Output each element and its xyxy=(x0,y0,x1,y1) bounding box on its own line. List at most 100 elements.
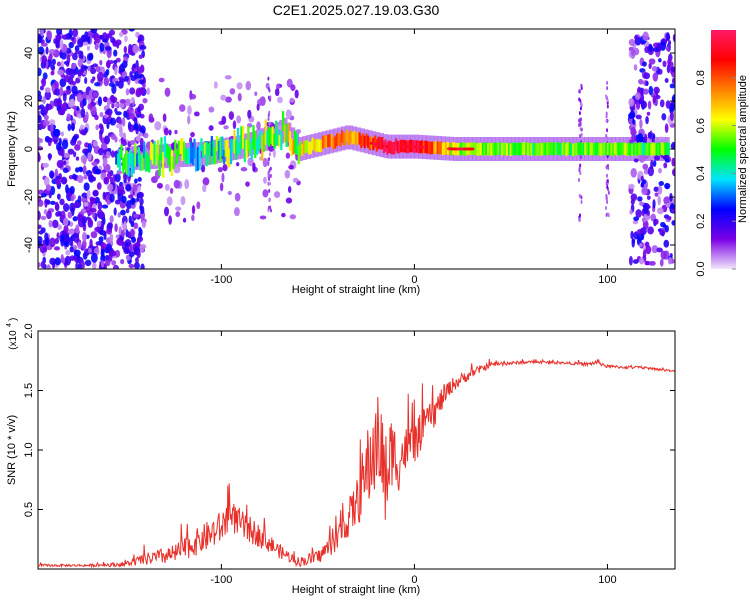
heatmap-ridge-cell xyxy=(238,142,241,156)
heatmap-ridge-cell xyxy=(297,145,300,165)
snr-y-multiplier-close: ) xyxy=(8,318,19,321)
heatmap-speckle xyxy=(51,83,56,93)
spectrogram-x-label: Height of straight line (km) xyxy=(292,284,420,296)
heatmap-speckle xyxy=(115,80,119,87)
heatmap-speckle xyxy=(61,34,69,40)
heatmap-speckle xyxy=(191,204,196,215)
heatmap-speckle xyxy=(87,65,91,72)
heatmap-speckle xyxy=(130,97,135,103)
heatmap-speckle xyxy=(109,176,114,184)
heatmap-speckle xyxy=(119,98,127,104)
heatmap-ridge-cell xyxy=(292,139,295,155)
heatmap-speckle xyxy=(78,167,84,173)
heatmap-ridge-cell xyxy=(196,147,200,171)
heatmap-speckle xyxy=(69,80,77,86)
heatmap-speckle xyxy=(168,215,172,225)
heatmap-ridge-cell xyxy=(632,142,636,155)
heatmap-ridge-cell xyxy=(252,125,255,150)
heatmap-ridge-cell xyxy=(240,126,243,149)
heatmap-speckle xyxy=(96,182,102,190)
spectrogram-heatmap xyxy=(38,29,675,269)
heatmap-speckle xyxy=(664,123,669,134)
heatmap-speckle xyxy=(56,232,60,239)
heatmap-speckle xyxy=(132,213,139,218)
heatmap-speckle xyxy=(99,42,105,52)
heatmap-ridge-cell xyxy=(658,142,662,155)
heatmap-speckle xyxy=(50,200,56,206)
heatmap-ridge-cell xyxy=(427,141,431,155)
heatmap-speckle xyxy=(644,241,650,248)
heatmap-ridge-cell xyxy=(191,146,194,166)
heatmap-speckle xyxy=(173,165,181,174)
heatmap-ridge-cell xyxy=(130,152,134,177)
heatmap-speckle xyxy=(114,136,118,143)
heatmap-ridge-cell xyxy=(519,142,523,156)
heatmap-ridge-cell xyxy=(634,143,637,156)
heatmap-ridge-cell xyxy=(586,142,589,155)
heatmap-speckle xyxy=(69,246,74,253)
heatmap-ridge-cell xyxy=(594,142,597,156)
heatmap-ridge-cell xyxy=(328,134,332,147)
heatmap-ridge-cell xyxy=(179,138,182,155)
heatmap-ridge-cell xyxy=(396,140,399,154)
heatmap-ridge-cell xyxy=(532,142,535,156)
heatmap-speckle xyxy=(89,208,97,213)
heatmap-speckle xyxy=(102,157,108,166)
heatmap-ridge-cell xyxy=(483,143,486,156)
heatmap-ridge-cell xyxy=(499,142,502,155)
heatmap-speckle xyxy=(647,166,655,177)
heatmap-streak-dot xyxy=(606,173,609,178)
heatmap-speckle xyxy=(208,106,215,113)
heatmap-speckle xyxy=(63,74,71,83)
heatmap-speckle xyxy=(90,252,98,263)
heatmap-speckle xyxy=(77,241,82,250)
heatmap-speckle xyxy=(129,87,136,95)
heatmap-speckle xyxy=(665,100,671,109)
heatmap-ridge-cell xyxy=(591,142,594,156)
heatmap-ridge-cell xyxy=(558,142,561,156)
heatmap-speckle xyxy=(74,167,80,173)
heatmap-speckle xyxy=(45,46,49,55)
heatmap-speckle xyxy=(128,29,135,32)
heatmap-speckle xyxy=(129,71,133,78)
heatmap-speckle xyxy=(262,189,269,198)
heatmap-speckle xyxy=(75,262,79,269)
heatmap-ridge-cell xyxy=(118,148,121,172)
heatmap-ridge-cell xyxy=(438,141,441,155)
spectrogram-y-tick-label: 40 xyxy=(23,47,35,59)
heatmap-speckle xyxy=(142,83,146,89)
heatmap-streak-dot xyxy=(267,95,270,100)
heatmap-ridge-cell xyxy=(653,143,656,156)
heatmap-speckle xyxy=(43,119,50,127)
heatmap-speckle xyxy=(44,87,51,93)
heatmap-ridge-cell xyxy=(198,144,201,170)
heatmap-ridge-cell xyxy=(523,142,526,155)
heatmap-speckle xyxy=(640,100,648,109)
heatmap-speckle xyxy=(138,54,143,60)
heatmap-ridge-cell xyxy=(391,142,394,155)
heatmap-speckle xyxy=(102,217,106,225)
heatmap-speckle xyxy=(38,67,42,77)
heatmap-ridge-cell xyxy=(440,141,443,154)
heatmap-speckle xyxy=(88,174,95,183)
heatmap-streak-dot xyxy=(578,123,581,128)
heatmap-ridge-cell xyxy=(151,143,154,165)
heatmap-speckle xyxy=(82,165,87,175)
heatmap-speckle xyxy=(80,260,85,269)
heatmap-ridge-cell xyxy=(170,150,174,176)
heatmap-ridge-cell xyxy=(337,132,340,146)
heatmap-ridge-cell xyxy=(182,141,186,160)
heatmap-speckle xyxy=(63,60,70,65)
spectrogram-y-tick-label: 0 xyxy=(23,146,35,152)
heatmap-speckle xyxy=(648,85,654,96)
heatmap-ridge-cell xyxy=(266,130,269,145)
heatmap-speckle xyxy=(663,162,668,169)
heatmap-streak-dot xyxy=(605,165,608,170)
heatmap-speckle xyxy=(114,66,118,76)
heatmap-ridge-cell xyxy=(139,154,142,171)
heatmap-speckle xyxy=(670,203,675,210)
heatmap-speckle xyxy=(90,29,98,34)
heatmap-speckle xyxy=(60,176,68,185)
heatmap-ridge-cell xyxy=(665,142,669,155)
heatmap-ridge-cell xyxy=(141,153,144,171)
